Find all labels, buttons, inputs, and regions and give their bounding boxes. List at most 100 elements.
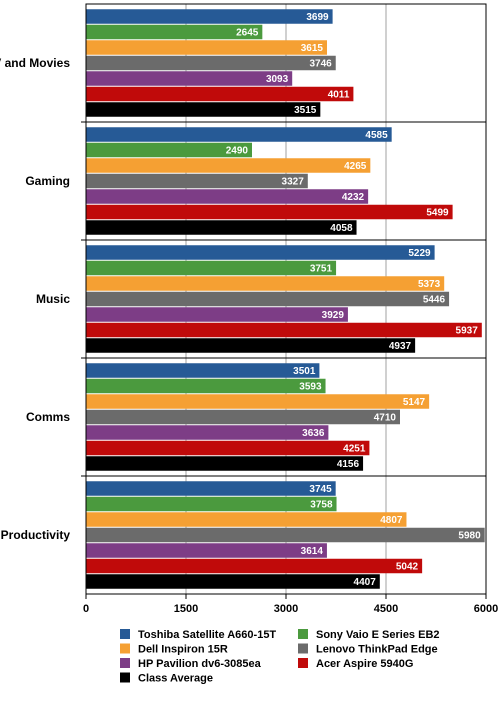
bar-value-label: 5980 [458, 531, 481, 542]
bar-value-label: 4407 [354, 577, 377, 588]
bar-value-label: 4251 [343, 444, 366, 455]
bar-lenovo-thinkpad-edge-tv-and-movies [86, 55, 336, 71]
bar-value-label: 5446 [423, 295, 446, 306]
legend-item-lenovo-thinkpad-edge: Lenovo ThinkPad Edge [298, 643, 438, 656]
category-label-comms: Comms [26, 410, 70, 424]
legend-label: HP Pavilion dv6-3085ea [138, 658, 262, 670]
bar-class-average-productivity [86, 574, 380, 589]
bar-sony-vaio-e-series-eb2-music [86, 260, 337, 276]
bar-value-label: 3615 [301, 43, 324, 54]
legend-label: Class Average [138, 673, 213, 685]
x-tick-label: 4500 [374, 603, 398, 615]
bar-acer-aspire-5940g-productivity [86, 558, 423, 574]
bar-value-label: 4937 [389, 341, 412, 352]
bar-hp-pavilion-dv6-3085ea-tv-and-movies [86, 71, 293, 86]
bar-value-label: 3699 [306, 12, 329, 23]
bar-value-label: 3751 [310, 264, 333, 275]
x-tick-label: 3000 [274, 603, 298, 615]
category-label-tv-and-movies: TV and Movies [0, 56, 70, 70]
bar-value-label: 5373 [418, 279, 441, 290]
bar-acer-aspire-5940g-comms [86, 440, 370, 456]
legend-swatch [120, 672, 130, 683]
bar-value-label: 4011 [328, 90, 350, 101]
bar-value-label: 3093 [266, 74, 289, 85]
bar-toshiba-satellite-a660-15t-music [86, 245, 435, 260]
bar-class-average-comms [86, 456, 364, 471]
legend-swatch [298, 658, 308, 668]
bar-dell-inspiron-15r-comms [86, 394, 430, 409]
bar-value-label: 4710 [374, 413, 397, 424]
legend-label: Acer Aspire 5940G [316, 658, 413, 670]
legend-item-hp-pavilion-dv6-3085ea: HP Pavilion dv6-3085ea [120, 658, 262, 670]
bar-value-label: 4232 [342, 192, 365, 203]
bar-dell-inspiron-15r-music [86, 276, 445, 291]
legend-item-dell-inspiron-15r: Dell Inspiron 15R [120, 643, 228, 656]
bar-value-label: 4265 [344, 161, 367, 172]
legend-swatch [120, 658, 130, 668]
category-label-productivity: Productivity [1, 528, 71, 542]
bar-toshiba-satellite-a660-15t-comms [86, 363, 320, 378]
legend-swatch [298, 643, 308, 654]
bar-value-label: 5229 [408, 248, 431, 259]
bar-dell-inspiron-15r-gaming [86, 158, 371, 173]
legend-item-class-average: Class Average [120, 672, 213, 685]
bar-value-label: 4807 [380, 515, 403, 526]
bar-toshiba-satellite-a660-15t-gaming [86, 127, 392, 142]
bar-lenovo-thinkpad-edge-productivity [86, 527, 485, 543]
bar-lenovo-thinkpad-edge-comms [86, 409, 400, 425]
legend-label: Sony Vaio E Series EB2 [316, 629, 440, 641]
bar-value-label: 5042 [396, 562, 419, 573]
bar-class-average-tv-and-movies [86, 102, 321, 117]
legend-label: Dell Inspiron 15R [138, 644, 228, 656]
bar-value-label: 3746 [309, 59, 332, 70]
bar-toshiba-satellite-a660-15t-tv-and-movies [86, 9, 333, 24]
bar-lenovo-thinkpad-edge-music [86, 291, 450, 307]
bar-sony-vaio-e-series-eb2-comms [86, 378, 326, 394]
bar-hp-pavilion-dv6-3085ea-gaming [86, 189, 369, 204]
bar-value-label: 5147 [403, 397, 426, 408]
bar-value-label: 4585 [365, 130, 388, 141]
bar-value-label: 3614 [301, 546, 324, 557]
legend-item-acer-aspire-5940g: Acer Aspire 5940G [298, 658, 413, 670]
category-label-gaming: Gaming [25, 174, 70, 188]
bar-value-label: 3501 [293, 366, 316, 377]
bar-value-label: 3636 [302, 428, 325, 439]
bar-value-label: 3745 [309, 484, 332, 495]
bar-dell-inspiron-15r-tv-and-movies [86, 40, 327, 55]
bar-lenovo-thinkpad-edge-gaming [86, 173, 308, 189]
legend-label: Lenovo ThinkPad Edge [316, 644, 438, 656]
bar-hp-pavilion-dv6-3085ea-comms [86, 425, 329, 440]
bar-value-label: 3929 [322, 310, 345, 321]
bar-toshiba-satellite-a660-15t-productivity [86, 481, 336, 496]
bar-value-label: 3758 [310, 500, 333, 511]
bar-sony-vaio-e-series-eb2-gaming [86, 142, 252, 158]
legend-swatch [120, 643, 130, 654]
category-label-music: Music [36, 292, 70, 306]
bar-value-label: 3515 [294, 105, 317, 116]
bar-value-label: 4058 [330, 223, 353, 234]
bar-value-label: 3593 [299, 382, 322, 393]
bar-hp-pavilion-dv6-3085ea-music [86, 307, 348, 322]
bar-value-label: 4156 [337, 459, 360, 470]
bar-acer-aspire-5940g-music [86, 322, 482, 338]
x-tick-label: 6000 [474, 603, 498, 615]
bar-value-label: 5499 [426, 208, 449, 219]
legend-item-sony-vaio-e-series-eb2: Sony Vaio E Series EB2 [298, 629, 440, 641]
bar-value-label: 2490 [226, 146, 249, 157]
legend-swatch [120, 629, 130, 639]
bar-value-label: 2645 [236, 28, 259, 39]
bar-acer-aspire-5940g-tv-and-movies [86, 86, 354, 102]
bar-hp-pavilion-dv6-3085ea-productivity [86, 543, 327, 558]
bar-acer-aspire-5940g-gaming [86, 204, 453, 220]
legend-swatch [298, 629, 308, 639]
bar-value-label: 3327 [282, 177, 305, 188]
legend-label: Toshiba Satellite A660-15T [138, 629, 276, 641]
bar-dell-inspiron-15r-productivity [86, 512, 407, 527]
bar-class-average-music [86, 338, 416, 353]
legend-item-toshiba-satellite-a660-15t: Toshiba Satellite A660-15T [120, 629, 276, 641]
bar-sony-vaio-e-series-eb2-productivity [86, 496, 337, 512]
x-tick-label: 0 [83, 603, 89, 615]
bar-class-average-gaming [86, 220, 357, 235]
bar-sony-vaio-e-series-eb2-tv-and-movies [86, 24, 263, 40]
